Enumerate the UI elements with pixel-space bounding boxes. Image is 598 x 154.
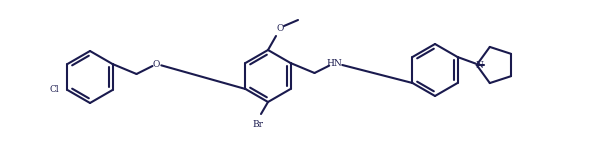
Text: N: N bbox=[475, 61, 483, 69]
Text: Br: Br bbox=[252, 120, 264, 129]
Text: HN: HN bbox=[327, 59, 343, 67]
Text: O: O bbox=[153, 59, 160, 69]
Text: O: O bbox=[276, 24, 283, 32]
Text: Cl: Cl bbox=[50, 85, 59, 93]
